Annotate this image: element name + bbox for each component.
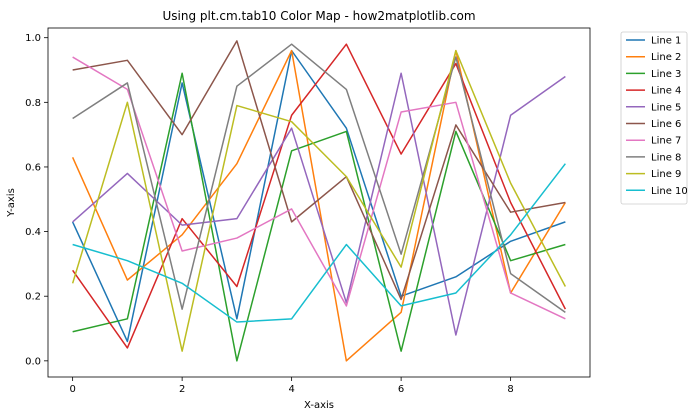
legend-entry: Line 6	[651, 119, 681, 130]
y-tick-label: 0.4	[25, 227, 41, 238]
x-tick-label: 4	[288, 384, 294, 395]
x-tick-label: 0	[69, 384, 75, 395]
legend-entry: Line 1	[651, 36, 681, 47]
x-axis: 0 2 4 6 8	[69, 377, 514, 395]
y-tick-label: 0.8	[25, 98, 41, 109]
y-axis-label: Y-axis	[6, 188, 17, 218]
series-line-6	[72, 40, 566, 301]
y-tick-label: 0.0	[25, 356, 41, 367]
series-line-4	[72, 43, 567, 349]
series-line-5	[72, 72, 566, 336]
series-line-9	[71, 49, 567, 352]
legend-entry: Line 4	[651, 86, 681, 97]
series-lines	[71, 40, 567, 362]
x-tick-label: 2	[179, 384, 185, 395]
legend-frame	[620, 31, 688, 205]
legend-entry: Line 8	[651, 152, 681, 163]
series-line-10	[72, 163, 566, 323]
legend-entry: Line 7	[651, 136, 681, 147]
series-line-8	[72, 43, 566, 313]
y-tick-label: 0.6	[25, 162, 41, 173]
x-axis-label: X-axis	[304, 400, 334, 411]
legend-entry: Line 2	[651, 52, 681, 63]
y-axis: 0.0 0.2 0.4 0.6 0.8 1.0	[25, 33, 48, 367]
y-tick-label: 0.2	[25, 292, 41, 303]
legend-entry: Line 10	[651, 186, 688, 197]
legend-entry: Line 5	[651, 102, 681, 113]
y-tick-label: 1.0	[25, 33, 41, 44]
legend-entry: Line 3	[651, 69, 681, 80]
x-tick-label: 6	[398, 384, 404, 395]
chart-title: Using plt.cm.tab10 Color Map - how2matpl…	[162, 9, 475, 23]
plot-area-frame	[47, 27, 591, 378]
series-line-1	[71, 49, 566, 343]
legend-entry: Line 9	[651, 169, 681, 180]
series-line-7	[72, 56, 566, 320]
x-tick-label: 8	[507, 384, 513, 395]
legend: Line 1 Line 2 Line 3 Line 4 Line 5 Line 6 Line…	[620, 31, 688, 205]
series-line-2	[71, 49, 567, 362]
